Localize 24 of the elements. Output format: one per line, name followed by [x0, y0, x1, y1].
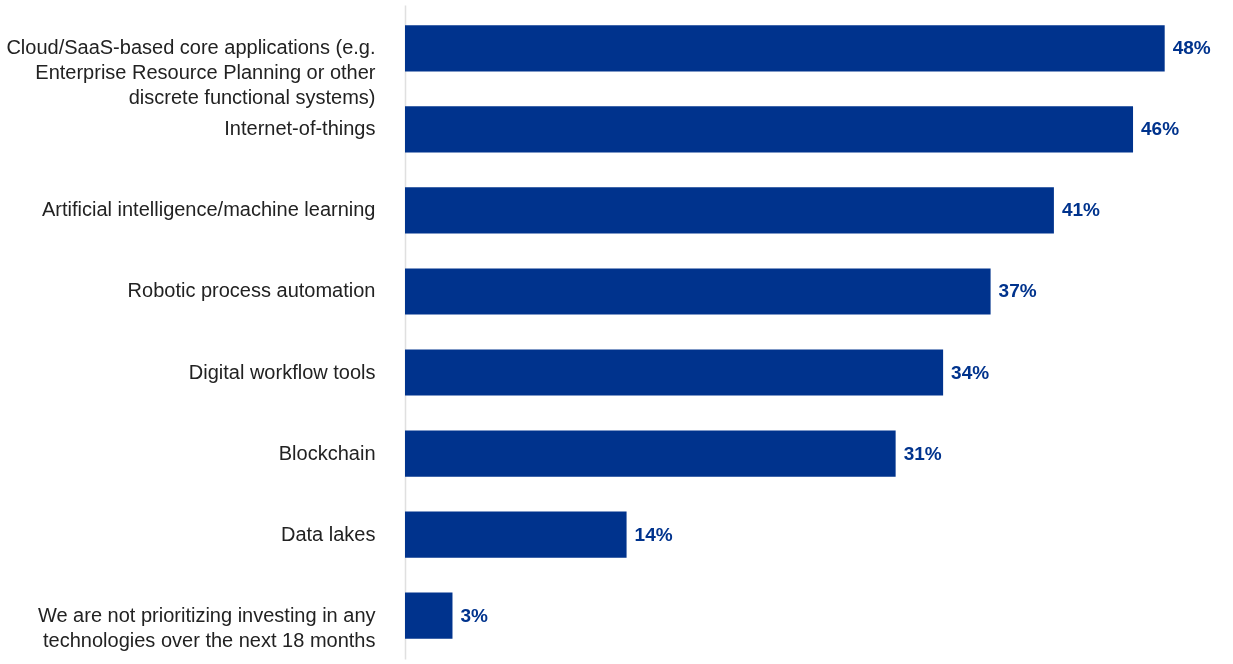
data-label: 14% — [634, 523, 673, 545]
data-label: 41% — [1061, 199, 1101, 221]
y-tick-label: Blockchain — [278, 441, 376, 464]
bar — [405, 268, 991, 315]
bar — [405, 511, 627, 558]
y-tick-label: Robotic process automation — [127, 279, 376, 302]
bar — [405, 187, 1054, 234]
data-label: 3% — [460, 604, 489, 626]
bar — [405, 25, 1165, 72]
data-label: 34% — [951, 361, 990, 383]
bar — [405, 592, 453, 639]
y-tick-label: Artificial intelligence/machine learning — [41, 198, 376, 221]
bar — [405, 349, 944, 396]
data-label: 31% — [903, 442, 942, 464]
y-tick-label: Digital workflow tools — [188, 360, 376, 383]
bar — [405, 430, 896, 477]
y-tick-label: Data lakes — [281, 522, 376, 545]
bar — [405, 106, 1134, 153]
data-label: 46% — [1141, 118, 1180, 140]
data-label: 48% — [1172, 37, 1211, 59]
y-tick-label: Internet-of-things — [224, 117, 376, 140]
y-tick-label: Cloud/SaaS-based core applications (e.g. Enterprise Resource Planning or other discrete functional systems) — [6, 36, 376, 109]
data-label: 37% — [998, 280, 1037, 302]
y-tick-label: We are not prioritizing investing in any technologies over the next 18 months — [37, 603, 376, 651]
